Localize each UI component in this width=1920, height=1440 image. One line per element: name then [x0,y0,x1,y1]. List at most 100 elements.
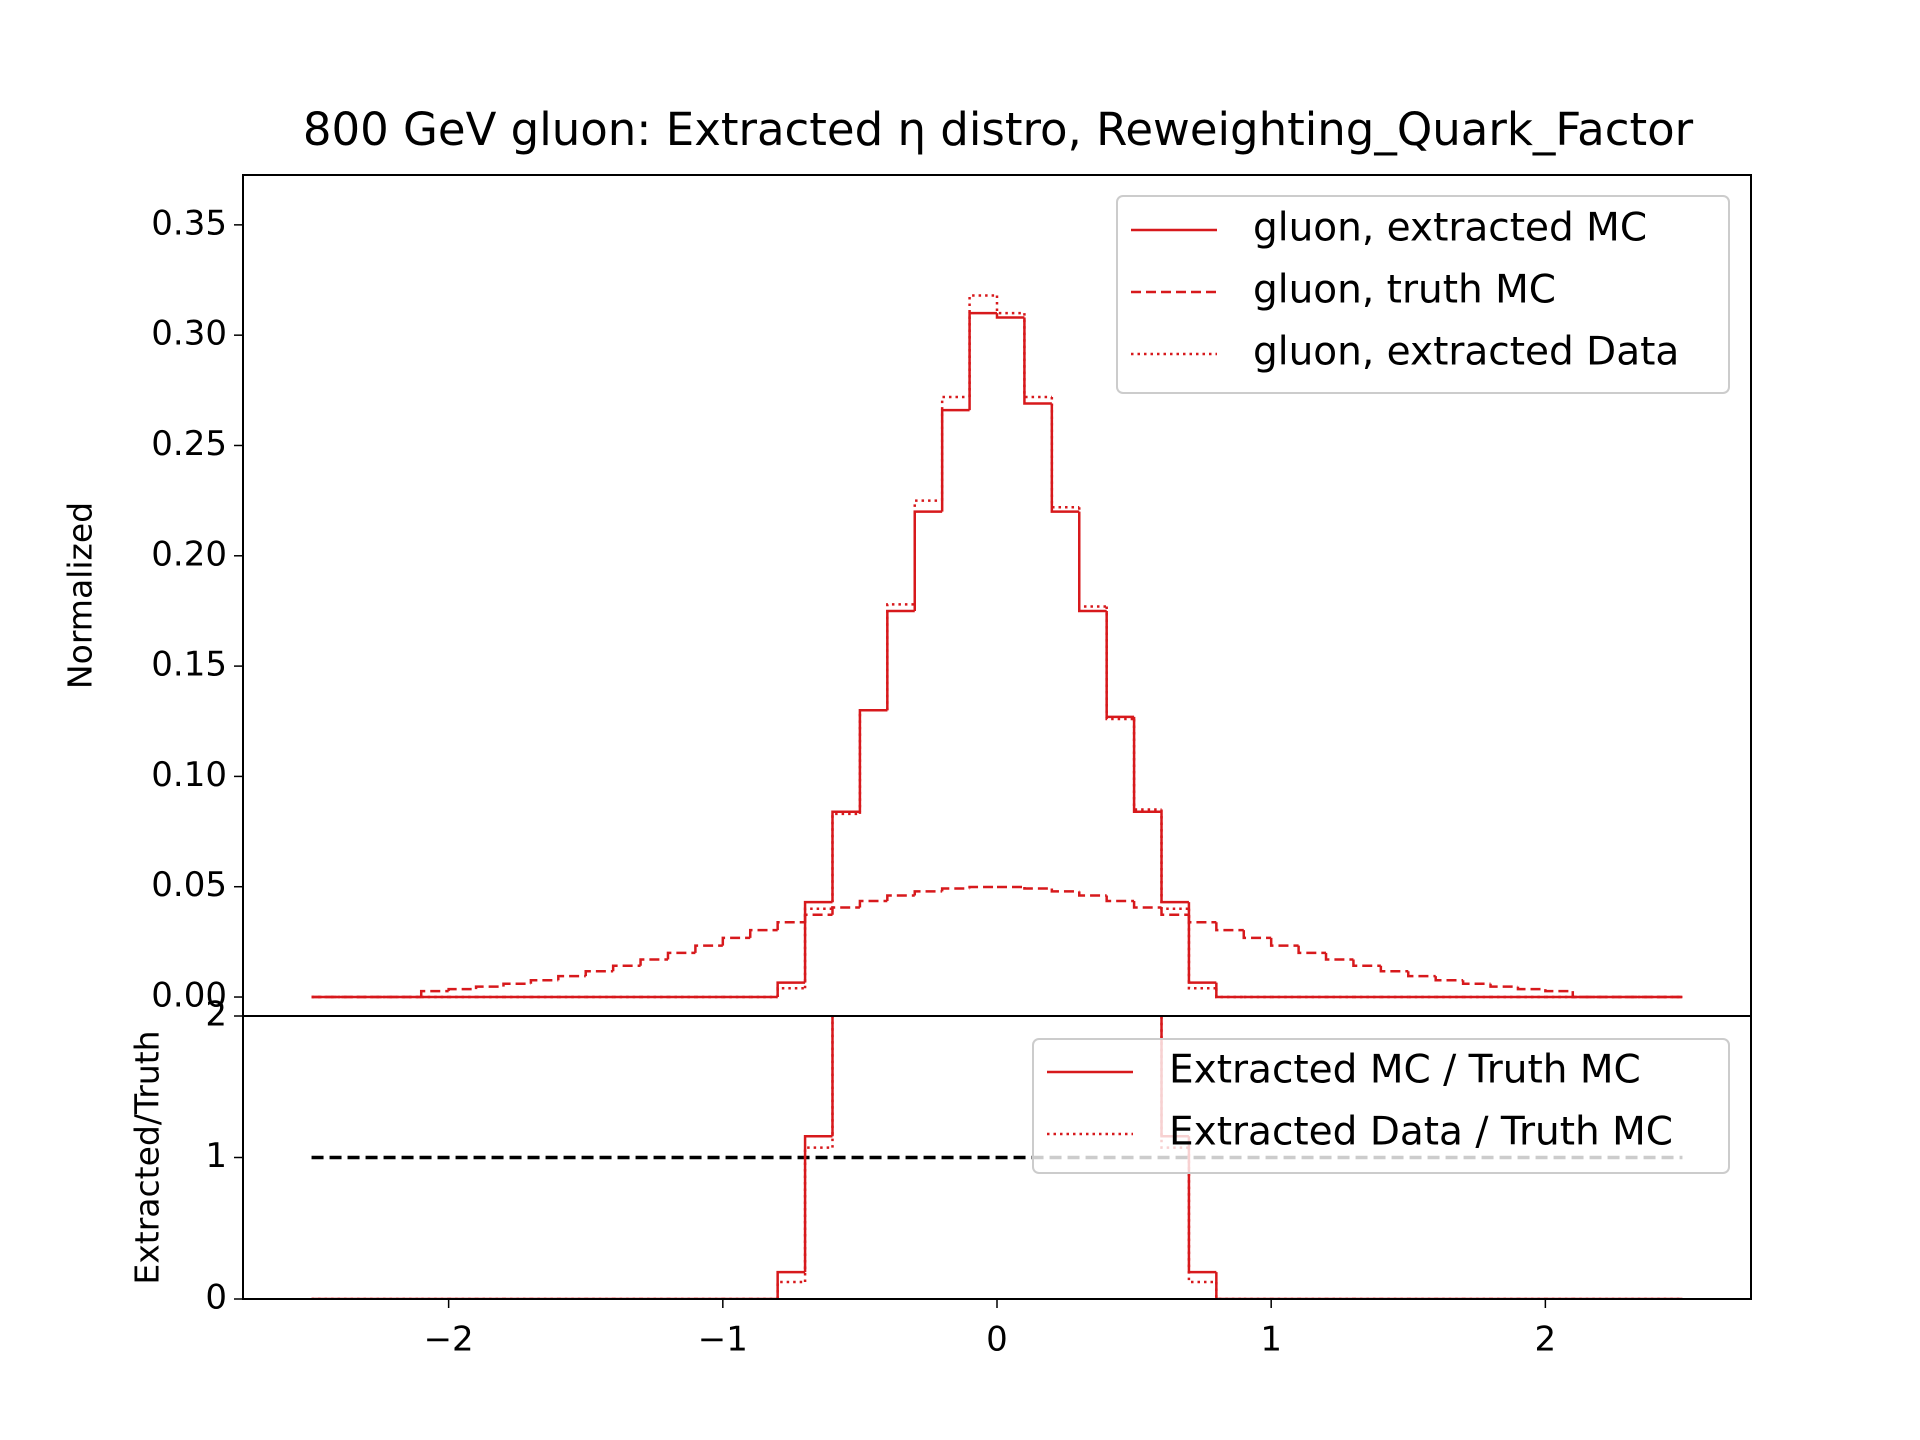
histogram-step [1107,761,1134,886]
legend-label: gluon, extracted MC [1253,206,1647,251]
histogram-step [1324,952,1354,961]
histogram-step [831,810,860,903]
histogram-step [831,1016,834,1137]
histogram-step [748,928,778,938]
histogram-step [1078,507,1107,608]
histogram-step [1052,525,1079,650]
histogram-step [776,1280,806,1299]
y-axis-label: Normalized [61,502,100,689]
histogram-step [915,634,942,751]
histogram-step [1160,809,1189,911]
y-tick-label: 0.20 [151,534,227,574]
legend-label: Extracted MC / Truth MC [1169,1048,1641,1093]
histogram-step [1078,891,1107,897]
histogram-step [1052,517,1079,644]
histogram-step [831,1016,834,1148]
x-tick-label: 2 [1535,1320,1557,1360]
legend-box [1116,195,1730,394]
histogram-step [860,876,887,1006]
histogram-step [1160,811,1189,904]
x-tick-label: 0 [986,1320,1008,1360]
histogram-step [1132,716,1162,813]
histogram-step [995,295,1025,315]
y-tick-label: 0.10 [151,755,227,795]
histogram-step [502,982,531,987]
y-tick-label: 1 [205,1136,227,1176]
histogram-step [940,408,970,512]
histogram-step [1187,908,1217,990]
histogram-step [1489,983,1518,988]
histogram-step [1352,959,1381,967]
histogram-step [1050,888,1080,893]
histogram-step [860,876,887,1010]
x-tick-label: −1 [698,1320,748,1360]
histogram-step [529,979,559,984]
histogram-step [1023,886,1052,890]
legend-box [1032,1038,1730,1174]
histogram-step [913,499,943,605]
histogram-step [803,900,833,983]
histogram-step [1132,719,1162,811]
histogram-step [639,958,668,966]
histogram-step [776,1270,806,1299]
histogram-step [1134,889,1161,1004]
histogram-step [887,761,914,876]
histogram-step [1079,650,1106,762]
histogram-step [968,885,997,889]
axes-frame [242,1015,1752,1300]
histogram-step [995,313,1025,319]
histogram-step [913,890,943,896]
histogram-step [1269,937,1299,947]
histogram-step [858,899,888,908]
histogram-step [474,985,504,990]
x-tick-label: −2 [424,1320,474,1360]
histogram-step [584,969,614,977]
chart-title: 800 GeV gluon: Extracted η distro, Rewei… [303,103,1694,156]
histogram-step [970,420,997,533]
y-axis-label: Extracted/Truth [128,1030,167,1284]
histogram-step [1215,988,1244,999]
y-tick-label: 0.15 [151,645,227,685]
histogram-step [776,986,806,998]
histogram-step [831,906,860,915]
histogram-step [1187,914,1217,924]
histogram-step [1050,396,1080,509]
histogram-step [968,294,997,397]
histogram-step [1134,886,1161,1006]
histogram-step [1215,1282,1244,1299]
legend-label: gluon, extracted Data [1253,330,1679,375]
histogram-step [915,650,942,762]
histogram-step [940,395,970,501]
histogram-step [1242,930,1272,940]
histogram-step [1215,1272,1244,1299]
histogram-step [1024,426,1051,525]
histogram-step [803,1146,833,1283]
histogram-step [1434,976,1464,982]
y-tick-label: 2 [205,995,227,1035]
histogram-step [942,517,969,634]
histogram-step [886,603,915,711]
histogram-step [721,936,751,946]
histogram-step [557,974,586,981]
y-tick-label: 0.25 [151,424,227,464]
histogram-step [1544,989,1573,993]
histogram-step [1215,982,1244,999]
y-tick-label: 0.30 [151,314,227,354]
histogram-step [887,751,914,876]
histogram-step [997,420,1024,426]
histogram-step [858,708,888,814]
histogram-step [1107,754,1134,888]
histogram-step [1105,606,1135,721]
histogram-step [997,398,1024,421]
histogram-step [694,944,723,953]
histogram-step [858,708,888,812]
histogram-step [1379,965,1409,973]
histogram-step [886,894,915,902]
histogram-step [447,987,477,992]
histogram-step [776,920,806,931]
histogram-step [1078,511,1107,613]
histogram-step [611,964,641,972]
histogram-step [1024,420,1051,516]
histogram-step [1187,902,1217,984]
